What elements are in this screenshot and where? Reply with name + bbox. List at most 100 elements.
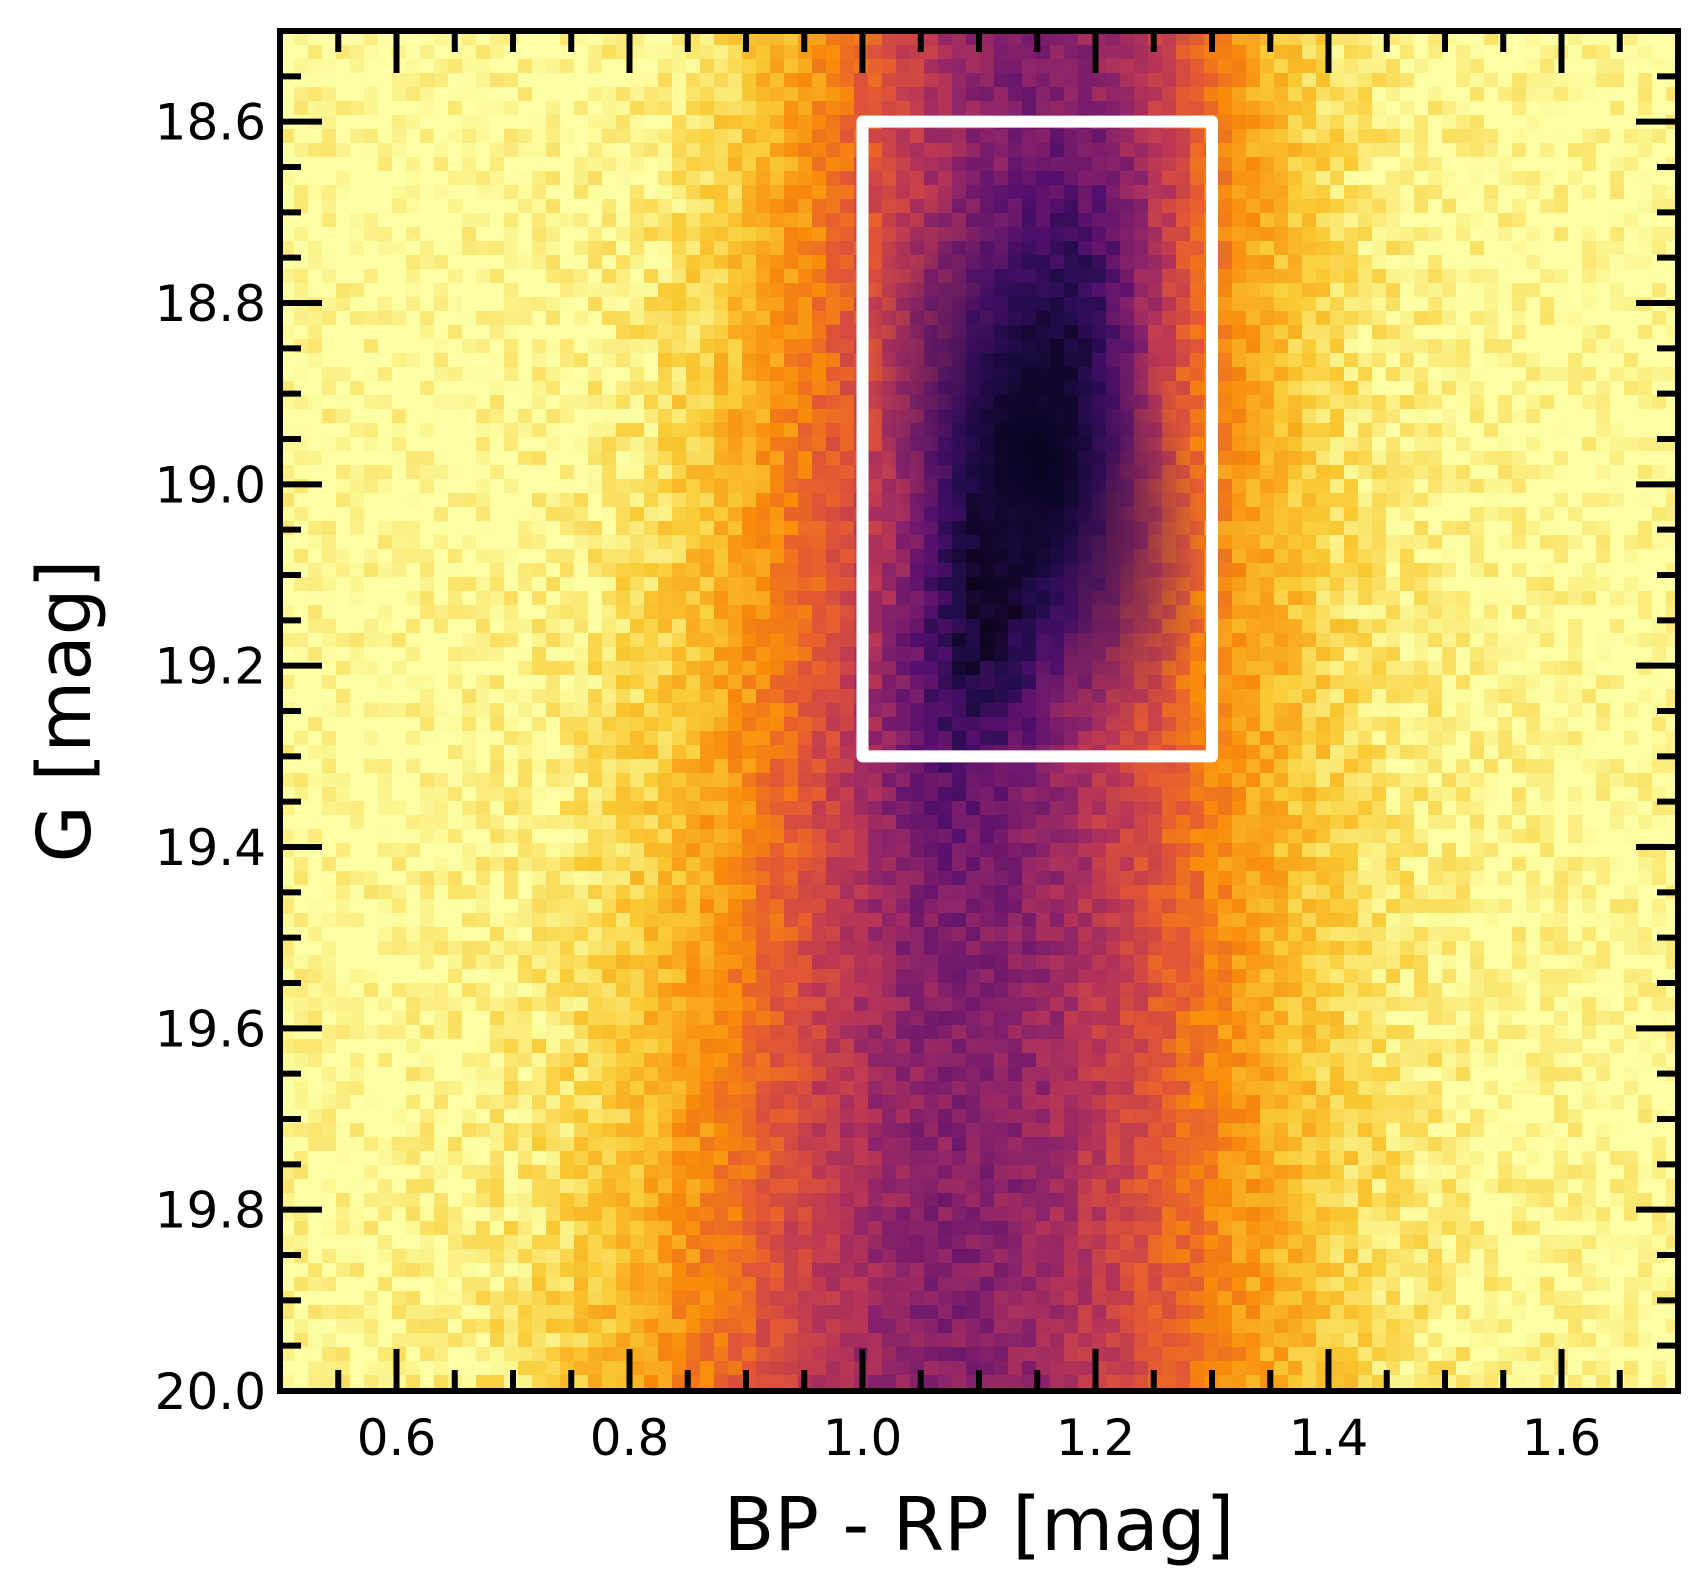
heatmap-cell (672, 619, 687, 634)
heatmap-cell (812, 521, 827, 536)
heatmap-cell (840, 409, 855, 424)
heatmap-cell (812, 563, 827, 578)
heatmap-cell (588, 479, 603, 494)
heatmap-cell (350, 451, 365, 466)
heatmap-cell (994, 73, 1009, 88)
heatmap-cell (1218, 255, 1233, 270)
heatmap-cell (490, 129, 505, 144)
heatmap-cell (1288, 563, 1303, 578)
heatmap-cell (882, 507, 897, 522)
heatmap-cell (1526, 437, 1541, 452)
heatmap-cell (1624, 45, 1639, 60)
heatmap-cell (700, 437, 715, 452)
heatmap-cell (1344, 605, 1359, 620)
heatmap-cell (504, 143, 519, 158)
heatmap-cell (742, 465, 757, 480)
heatmap-cell (1274, 213, 1289, 228)
heatmap-cell (1512, 689, 1527, 704)
heatmap-cell (546, 73, 561, 88)
heatmap-cell (364, 157, 379, 172)
heatmap-cell (1582, 73, 1597, 88)
heatmap-cell (1400, 73, 1415, 88)
heatmap-cell (1568, 465, 1583, 480)
heatmap-cell (1120, 171, 1135, 186)
heatmap-cell (1428, 227, 1443, 242)
heatmap-cell (770, 437, 785, 452)
heatmap-cell (1456, 647, 1471, 662)
heatmap-cell (1526, 521, 1541, 536)
heatmap-cell (700, 605, 715, 620)
heatmap-cell (1456, 493, 1471, 508)
heatmap-cell (350, 689, 365, 704)
heatmap-cell (1568, 171, 1583, 186)
heatmap-cell (322, 31, 337, 46)
heatmap-cell (672, 367, 687, 382)
heatmap-cell (1358, 591, 1373, 606)
heatmap-cell (546, 255, 561, 270)
heatmap-cell (700, 661, 715, 676)
heatmap-cell (882, 143, 897, 158)
heatmap-cell (588, 563, 603, 578)
heatmap-cell (448, 633, 463, 648)
heatmap-cell (812, 339, 827, 354)
heatmap-cell (574, 339, 589, 354)
heatmap-cell (1358, 129, 1373, 144)
heatmap-cell (1568, 143, 1583, 158)
heatmap-cell (1246, 73, 1261, 88)
heatmap-cell (518, 619, 533, 634)
heatmap-cell (742, 633, 757, 648)
heatmap-cell (798, 507, 813, 522)
heatmap-cell (546, 409, 561, 424)
heatmap-cell (644, 353, 659, 368)
heatmap-cell (784, 479, 799, 494)
heatmap-cell (1288, 395, 1303, 410)
heatmap-cell (406, 675, 421, 690)
heatmap-cell (1372, 367, 1387, 382)
heatmap-cell (1092, 157, 1107, 172)
heatmap-cell (1470, 633, 1485, 648)
heatmap-cell (1428, 689, 1443, 704)
heatmap-cell (1106, 45, 1121, 60)
heatmap-cell (1456, 591, 1471, 606)
heatmap-cell (490, 437, 505, 452)
heatmap-cell (1624, 479, 1639, 494)
heatmap-cell (616, 479, 631, 494)
heatmap-cell (1386, 647, 1401, 662)
heatmap-cell (1274, 227, 1289, 242)
heatmap-cell (308, 535, 323, 550)
heatmap-cell (1428, 325, 1443, 340)
heatmap-cell (1134, 101, 1149, 116)
heatmap-cell (1470, 185, 1485, 200)
heatmap-cell (1652, 451, 1667, 466)
heatmap-cell (1330, 45, 1345, 60)
heatmap-cell (1638, 87, 1653, 102)
heatmap-cell (518, 633, 533, 648)
heatmap-cell (602, 563, 617, 578)
heatmap-cell (1218, 199, 1233, 214)
heatmap-cell (1596, 465, 1611, 480)
heatmap-cell (1148, 717, 1163, 732)
heatmap-cell (826, 577, 841, 592)
heatmap-cell (756, 129, 771, 144)
heatmap-cell (826, 703, 841, 718)
heatmap-cell (1218, 619, 1233, 634)
heatmap-cell (1624, 255, 1639, 270)
heatmap-cell (658, 283, 673, 298)
heatmap-cell (1498, 199, 1513, 214)
heatmap-cell (1162, 311, 1177, 326)
heatmap-cell (728, 451, 743, 466)
heatmap-cell (924, 101, 939, 116)
heatmap-cell (616, 689, 631, 704)
heatmap-cell (784, 129, 799, 144)
heatmap-cell (1358, 45, 1373, 60)
heatmap-cell (1610, 339, 1625, 354)
heatmap-cell (448, 59, 463, 74)
heatmap-cell (840, 143, 855, 158)
heatmap-cell (1498, 423, 1513, 438)
heatmap-cell (378, 563, 393, 578)
heatmap-cell (1358, 423, 1373, 438)
heatmap-cell (1456, 213, 1471, 228)
heatmap-cell (1190, 171, 1205, 186)
heatmap-cell (1596, 633, 1611, 648)
heatmap-cell (700, 115, 715, 130)
